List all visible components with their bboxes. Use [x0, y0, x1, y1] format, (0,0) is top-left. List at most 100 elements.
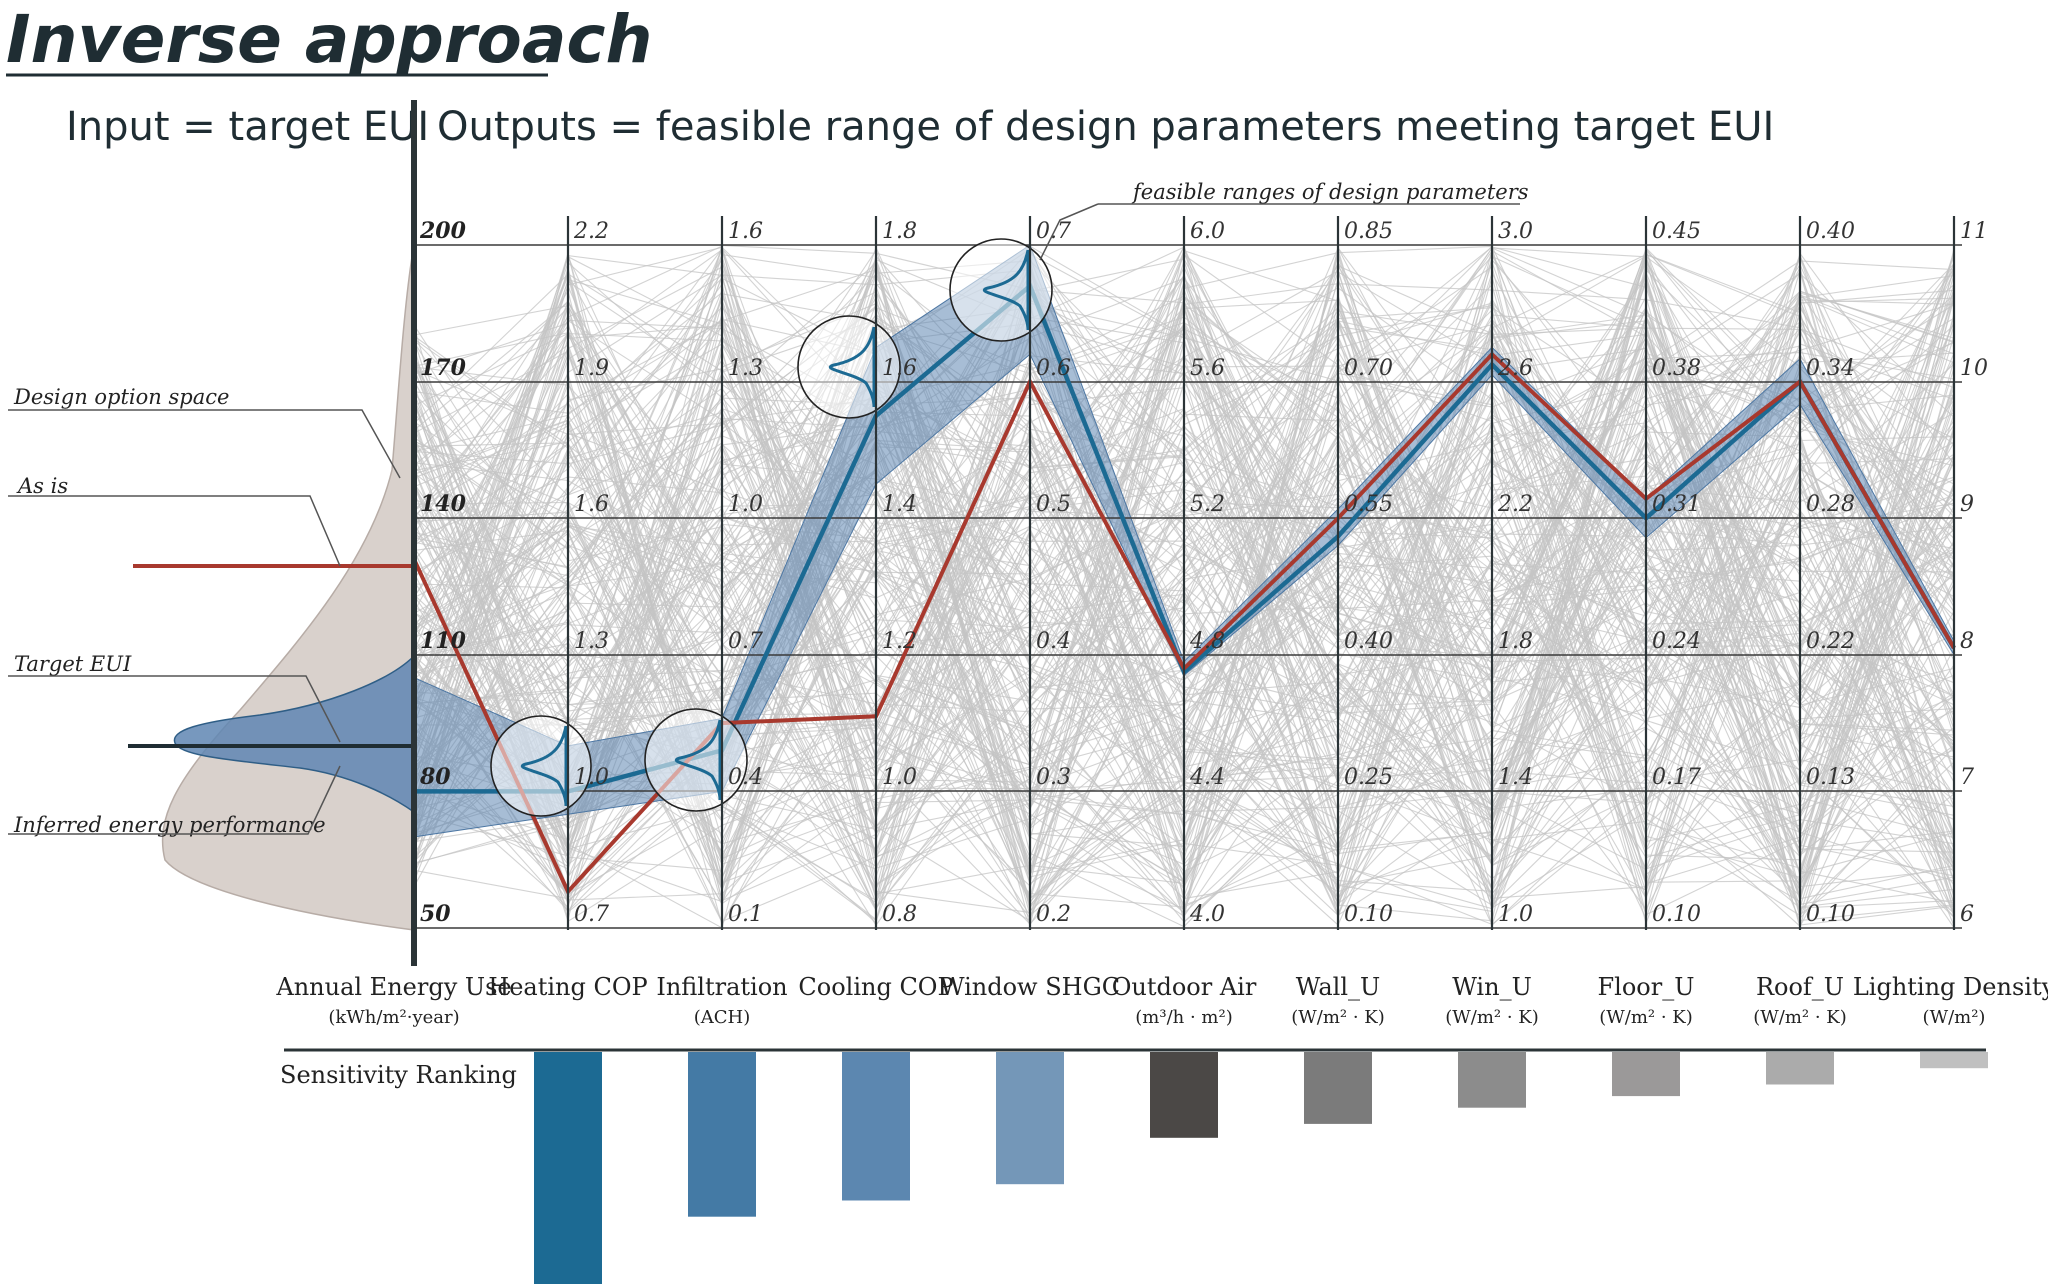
tick-label: 8 — [1960, 629, 1974, 654]
tick-label: 2.6 — [1497, 356, 1533, 381]
tick-label: 5.2 — [1190, 492, 1225, 517]
tick-label: 0.2 — [1036, 902, 1071, 927]
tick-label: 1.9 — [574, 356, 609, 381]
tick-label: 1.3 — [728, 356, 763, 381]
tick-label: 50 — [420, 901, 451, 927]
tick-label: 1.8 — [882, 219, 917, 244]
axis-label: Heating COP — [488, 973, 647, 1001]
sensitivity-bar — [688, 1052, 756, 1217]
tick-label: 2.2 — [573, 219, 609, 244]
annotation-as-is-leader — [8, 495, 341, 567]
tick-label: 0.10 — [1806, 902, 1855, 927]
axis-label: Lighting Density — [1853, 973, 2048, 1001]
tick-label: 1.0 — [728, 492, 763, 517]
axis-label: Win_U — [1452, 973, 1532, 1001]
sensitivity-bar — [996, 1052, 1064, 1185]
tick-label: 0.4 — [728, 765, 763, 790]
tick-label: 1.2 — [882, 629, 917, 654]
axis-8: 3.0 2.6 2.2 1.8 1.4 1.0 Win_U (W/m² · K) — [1445, 216, 1539, 1028]
input-heading: Input = target EUI — [66, 104, 429, 150]
tick-label: 4.8 — [1189, 629, 1225, 654]
axis-11: 11 10 9 8 7 6 Lighting Density (W/m²) — [1853, 216, 2048, 1028]
axis-10: 0.40 0.34 0.28 0.22 0.13 0.10 Roof_U (W/m² · K) — [1753, 216, 1855, 1028]
tick-label: 170 — [420, 355, 467, 381]
annotation-design-option-space: Design option space — [13, 385, 229, 409]
tick-label: 1.6 — [574, 492, 609, 517]
magnifier-circle — [949, 238, 1053, 342]
sensitivity-bar — [1920, 1052, 1988, 1069]
output-heading: Outputs = feasible range of design param… — [437, 104, 1774, 150]
tick-label: 0.28 — [1806, 492, 1855, 517]
inferred-energy-distribution — [173, 654, 415, 814]
axis-label: Annual Energy Use — [275, 973, 511, 1001]
tick-label: 11 — [1960, 219, 1988, 244]
tick-label: 1.6 — [728, 219, 763, 244]
distribution-layer — [161, 244, 415, 931]
tick-label: 200 — [419, 218, 467, 244]
tick-label: 0.6 — [1036, 356, 1071, 381]
tick-label: 0.17 — [1652, 765, 1701, 790]
axis-label: Cooling COP — [798, 973, 953, 1001]
tick-label: 4.0 — [1189, 902, 1225, 927]
tick-label: 1.4 — [882, 492, 917, 517]
tick-label: 0.5 — [1036, 492, 1071, 517]
annotation-as-is: As is — [16, 474, 68, 498]
tick-label: 0.7 — [728, 629, 763, 654]
tick-label: 6.0 — [1190, 219, 1225, 244]
sensitivity-bar — [534, 1052, 602, 1284]
tick-label: 0.10 — [1344, 902, 1393, 927]
tick-label: 0.7 — [574, 902, 609, 927]
tick-label: 0.22 — [1806, 629, 1855, 654]
tick-label: 0.70 — [1344, 356, 1393, 381]
axis-2: 2.2 1.9 1.6 1.3 1.0 0.7 Heating COP — [488, 216, 648, 1001]
tick-label: 1.0 — [1498, 902, 1533, 927]
tick-label: 10 — [1960, 356, 1988, 381]
axes-layer: 200 170 140 110 80 50 Annual Energy Use (kWh/m²… — [275, 100, 2048, 1028]
tick-label: 0.34 — [1806, 356, 1855, 381]
tick-label: 7 — [1960, 765, 1974, 790]
axis-unit-label: (W/m² · K) — [1599, 1007, 1693, 1028]
magnifier-circle — [490, 715, 592, 817]
tick-label: 5.6 — [1190, 356, 1225, 381]
tick-label: 9 — [1960, 492, 1974, 517]
tick-label: 110 — [420, 628, 467, 654]
axis-unit-label: (W/m² · K) — [1445, 1007, 1539, 1028]
axis-7: 0.85 0.70 0.55 0.40 0.25 0.10 Wall_U (W/m² · K) — [1291, 216, 1393, 1028]
tick-label: 0.10 — [1652, 902, 1701, 927]
tick-label: 0.40 — [1344, 629, 1393, 654]
sensitivity-bar — [1304, 1052, 1372, 1124]
tick-label: 1.4 — [1498, 765, 1533, 790]
tick-label: 140 — [420, 491, 467, 517]
axis-unit-label: (kWh/m²·year) — [328, 1007, 459, 1028]
annotation-target-eui: Target EUI — [14, 652, 132, 676]
axis-unit-label: (ACH) — [694, 1007, 751, 1028]
tick-label: 0.38 — [1652, 356, 1701, 381]
axis-unit-label: (W/m²) — [1923, 1007, 1986, 1028]
tick-label: 3.0 — [1498, 219, 1533, 244]
annotation-inferred-energy: Inferred energy performance — [13, 813, 326, 837]
page-title: Inverse approach — [6, 1, 652, 78]
tick-label: 0.3 — [1036, 765, 1071, 790]
tick-label: 0.85 — [1344, 219, 1393, 244]
tick-label: 0.4 — [1036, 629, 1071, 654]
tick-label: 1.0 — [882, 765, 917, 790]
sensitivity-bar — [1766, 1052, 1834, 1085]
tick-label: 1.6 — [882, 356, 917, 381]
axis-1: 200 170 140 110 80 50 Annual Energy Use (kWh/m²… — [275, 100, 512, 1028]
tick-label: 0.55 — [1344, 492, 1393, 517]
sensitivity-ranking-label: Sensitivity Ranking — [280, 1061, 517, 1089]
tick-label: 2.2 — [1497, 492, 1533, 517]
axis-label: Wall_U — [1296, 973, 1380, 1001]
axis-unit-label: (W/m² · K) — [1753, 1007, 1847, 1028]
axis-unit-label: (m³/h · m²) — [1135, 1007, 1232, 1028]
tick-label: 0.1 — [728, 902, 763, 927]
tick-label: 0.24 — [1652, 629, 1701, 654]
axis-label: Window SHGC — [940, 973, 1120, 1001]
annotation-inferred-energy-leader — [8, 765, 341, 835]
magnifier-circle — [797, 315, 901, 419]
tick-label: 1.3 — [574, 629, 609, 654]
tick-label: 0.25 — [1344, 765, 1393, 790]
annotation-feasible-ranges: feasible ranges of design parameters — [1131, 180, 1529, 204]
